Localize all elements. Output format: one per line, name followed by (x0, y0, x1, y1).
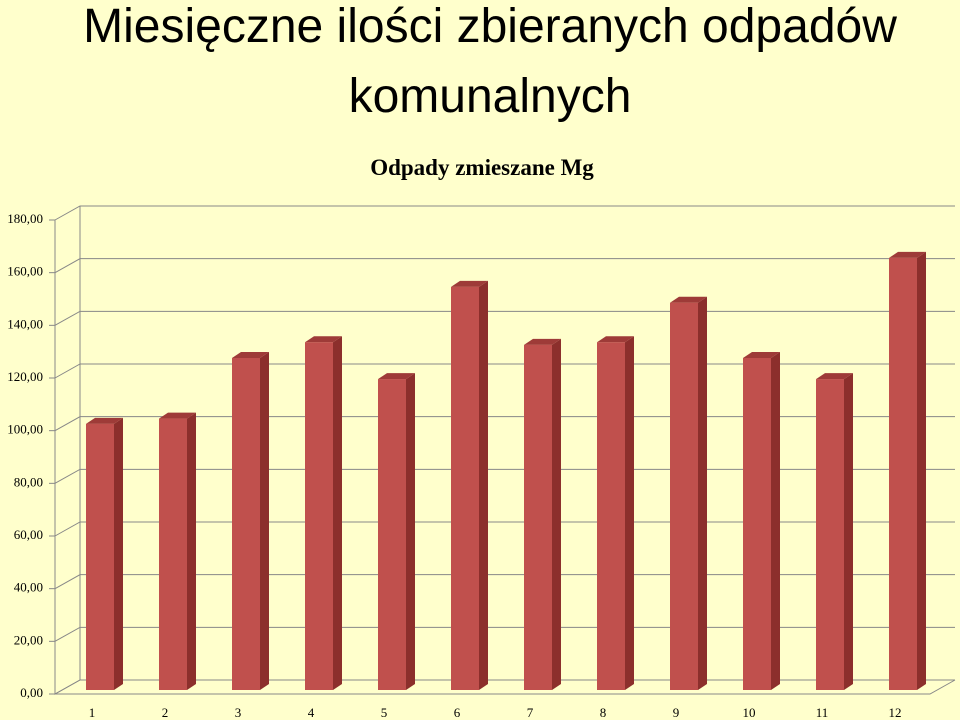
x-tick-label: 1 (89, 705, 96, 720)
bar (743, 352, 780, 690)
bar (816, 373, 853, 690)
bar-top (743, 352, 780, 358)
bar-side (114, 417, 123, 690)
bar-side (552, 338, 561, 690)
bar-side (187, 412, 196, 690)
bar-side (625, 336, 634, 690)
bar-front (597, 342, 625, 690)
title-line: komunalnych (349, 70, 632, 123)
y-tick-label: 20,00 (14, 632, 43, 647)
x-tick-label: 3 (235, 705, 242, 720)
bar-top (378, 373, 415, 380)
grid-line (54, 679, 955, 695)
x-tick-label: 5 (381, 705, 388, 720)
grid-line (54, 205, 955, 221)
bar-side (917, 251, 926, 690)
bar (451, 280, 488, 690)
grid-line (54, 363, 955, 379)
chart-title: Odpady zmieszane Mg (370, 155, 594, 180)
bar (597, 336, 634, 690)
bar-top (451, 280, 488, 287)
grid-line (54, 626, 955, 642)
floor (55, 679, 956, 695)
bar-side (406, 373, 415, 690)
bar-top (816, 373, 853, 380)
bar-front (816, 379, 844, 690)
x-tick-label: 4 (308, 705, 315, 720)
grid-line (54, 468, 955, 484)
x-tick-label: 2 (162, 705, 169, 720)
bar-side (771, 352, 780, 690)
bar (305, 336, 342, 690)
y-tick-label: 120,00 (7, 369, 43, 384)
y-tick-label: 0,00 (20, 685, 43, 700)
bar-top (524, 338, 561, 345)
bar (378, 373, 415, 690)
bar-side (260, 352, 269, 690)
x-tick-label: 6 (454, 705, 461, 720)
x-tick-label: 8 (600, 705, 607, 720)
bar-side (698, 296, 707, 690)
x-tick-label: 9 (673, 705, 680, 720)
y-tick-label: 160,00 (7, 264, 43, 279)
bar-front (305, 342, 333, 690)
bar-front (670, 302, 698, 690)
bar-top (86, 417, 123, 424)
y-tick-label: 60,00 (14, 527, 43, 542)
x-tick-label: 11 (816, 705, 829, 720)
y-tick-label: 100,00 (7, 422, 43, 437)
bar-front (451, 286, 479, 690)
bar (670, 296, 707, 690)
bar-top (889, 251, 926, 258)
bar (524, 338, 561, 690)
bar-front (889, 257, 917, 690)
bar (889, 251, 926, 690)
grid-line (54, 521, 955, 537)
bar-side (844, 373, 853, 690)
y-tick-label: 80,00 (14, 474, 43, 489)
bar (159, 412, 196, 690)
bar-front (378, 379, 406, 690)
grid-line (54, 574, 955, 590)
y-tick-label: 180,00 (7, 211, 43, 226)
bar-front (159, 418, 187, 690)
bar-front (524, 344, 552, 690)
title-line: Miesięczne ilości zbieranych odpadów (83, 0, 897, 53)
bar-top (597, 336, 634, 343)
bar-top (670, 296, 707, 303)
y-tick-label: 140,00 (7, 316, 43, 331)
axis-wall (54, 220, 81, 695)
grid-line (54, 416, 955, 432)
grid-line (54, 258, 955, 274)
bar-top (305, 336, 342, 343)
x-tick-label: 7 (527, 705, 534, 720)
bar-side (333, 336, 342, 690)
bar-top (159, 412, 196, 419)
bar-front (86, 423, 114, 690)
y-tick-label: 40,00 (14, 580, 43, 595)
grid-line (54, 310, 955, 326)
x-tick-label: 10 (743, 705, 756, 720)
bar (86, 417, 123, 690)
bar (232, 352, 269, 690)
x-tick-label: 12 (889, 705, 902, 720)
bar-side (479, 280, 488, 690)
bar-front (743, 358, 771, 690)
bar-top (232, 352, 269, 358)
bar-front (232, 358, 260, 690)
